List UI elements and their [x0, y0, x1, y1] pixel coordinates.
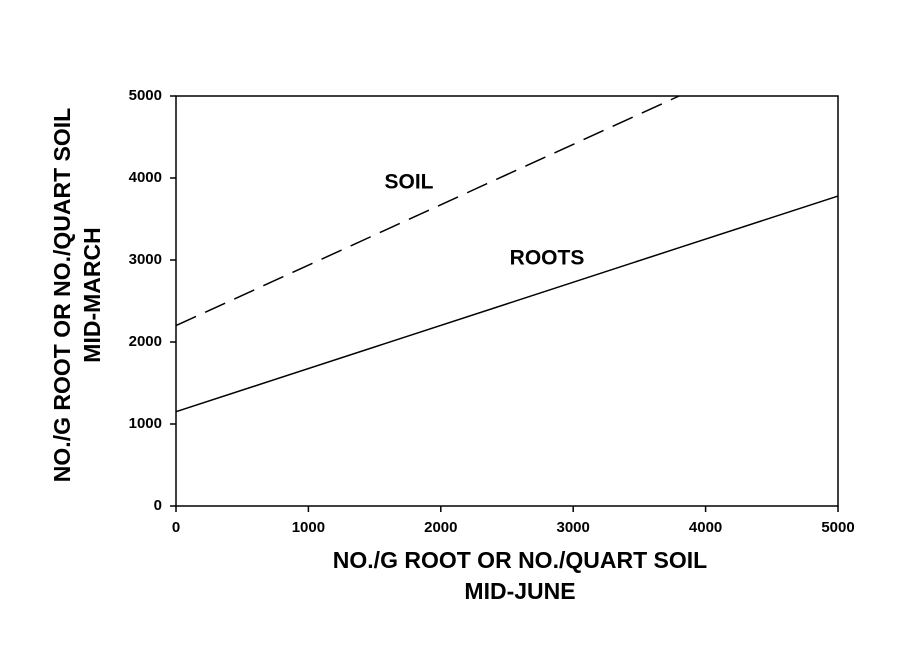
- line-series: [175, 95, 680, 327]
- y-tick-label: 5000: [129, 87, 162, 104]
- x-tick-label: 0: [172, 519, 180, 536]
- series-label: ROOTS: [510, 247, 585, 270]
- x-axis-title: MID-JUNE: [464, 578, 575, 604]
- y-tick-label: 4000: [129, 169, 162, 186]
- plot-frame: [175, 95, 839, 507]
- y-tick-label: 2000: [129, 333, 162, 350]
- x-tick-label: 4000: [689, 519, 722, 536]
- line-series: [175, 195, 839, 413]
- y-axis-title: NO./G ROOT OR NO./QUART SOIL: [49, 108, 75, 482]
- y-tick-label: 3000: [129, 251, 162, 268]
- y-tick-label: 0: [154, 497, 162, 514]
- x-tick-label: 2000: [424, 519, 457, 536]
- x-axis-title: NO./G ROOT OR NO./QUART SOIL: [333, 547, 707, 573]
- y-tick-label: 1000: [129, 415, 162, 432]
- x-tick-label: 1000: [292, 519, 325, 536]
- series-label: SOIL: [384, 171, 433, 194]
- x-tick-label: 3000: [557, 519, 590, 536]
- y-axis-title: MID-MARCH: [79, 227, 105, 362]
- x-tick-label: 5000: [821, 519, 854, 536]
